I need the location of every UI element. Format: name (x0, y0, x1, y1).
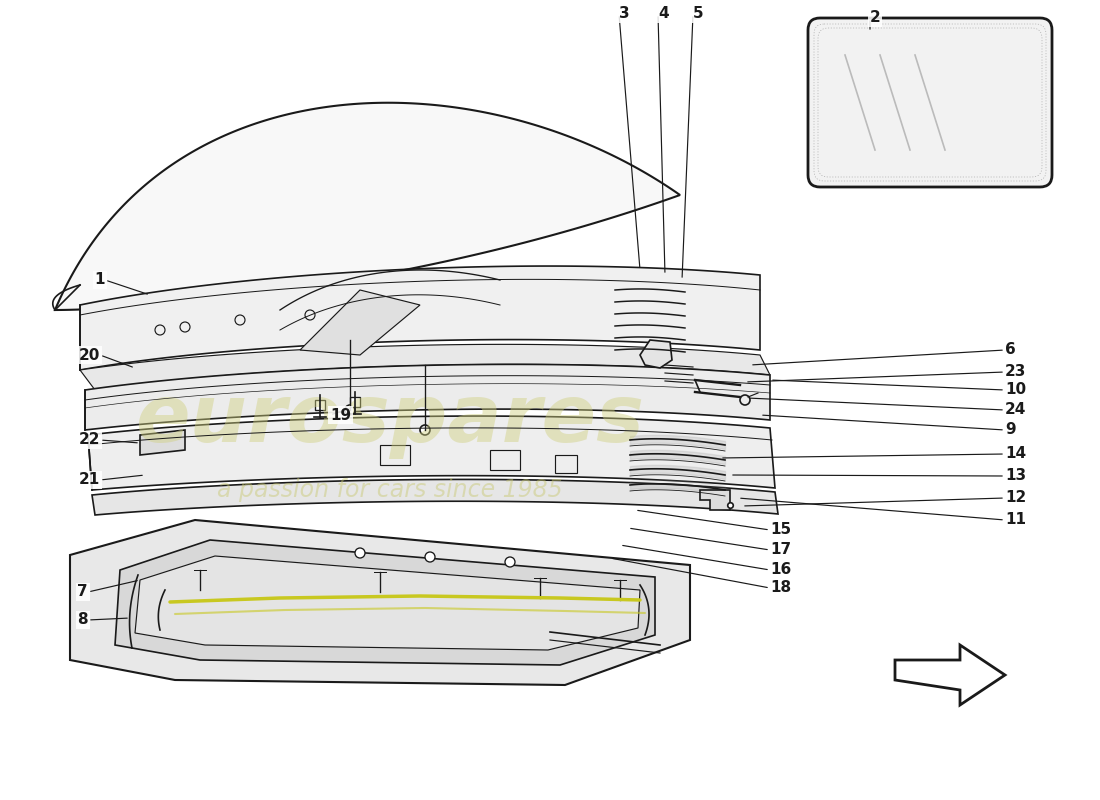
Polygon shape (640, 340, 672, 368)
Circle shape (355, 548, 365, 558)
Text: 18: 18 (770, 581, 791, 595)
Text: 20: 20 (78, 347, 100, 362)
Polygon shape (300, 290, 420, 355)
Text: 9: 9 (1005, 422, 1015, 438)
Text: 15: 15 (770, 522, 791, 538)
Polygon shape (88, 416, 776, 490)
Text: 5: 5 (693, 6, 704, 22)
Polygon shape (85, 364, 770, 430)
FancyBboxPatch shape (808, 18, 1052, 187)
Text: 22: 22 (78, 433, 100, 447)
Bar (379, 445, 410, 465)
Text: 13: 13 (1005, 469, 1026, 483)
Bar (315, 400, 324, 410)
Text: 23: 23 (1005, 365, 1026, 379)
Text: 24: 24 (1005, 402, 1026, 418)
Text: 2: 2 (870, 10, 881, 26)
Polygon shape (80, 266, 760, 370)
Text: 21: 21 (79, 473, 100, 487)
Polygon shape (700, 490, 730, 510)
Polygon shape (140, 430, 185, 455)
Bar (556, 455, 578, 473)
Text: 7: 7 (77, 585, 88, 599)
Text: 10: 10 (1005, 382, 1026, 398)
Text: 16: 16 (770, 562, 791, 578)
Text: 3: 3 (619, 6, 629, 22)
Polygon shape (70, 520, 690, 685)
Text: 12: 12 (1005, 490, 1026, 506)
Circle shape (345, 405, 355, 415)
Circle shape (505, 557, 515, 567)
Text: 1: 1 (95, 273, 104, 287)
Text: 17: 17 (770, 542, 791, 558)
Text: 8: 8 (77, 613, 88, 627)
Text: a passion for cars since 1985: a passion for cars since 1985 (217, 478, 563, 502)
Text: 11: 11 (1005, 513, 1026, 527)
Circle shape (425, 552, 435, 562)
Circle shape (420, 425, 430, 435)
Polygon shape (55, 102, 680, 310)
Text: 14: 14 (1005, 446, 1026, 462)
Text: 19: 19 (330, 407, 351, 422)
Polygon shape (116, 540, 654, 665)
Polygon shape (92, 479, 778, 515)
Bar (490, 450, 520, 470)
Polygon shape (80, 344, 770, 390)
Polygon shape (895, 645, 1005, 705)
Polygon shape (135, 556, 640, 650)
Text: 6: 6 (1005, 342, 1015, 358)
Text: 4: 4 (658, 6, 669, 22)
Text: eurospares: eurospares (135, 381, 645, 459)
Bar (350, 397, 360, 407)
